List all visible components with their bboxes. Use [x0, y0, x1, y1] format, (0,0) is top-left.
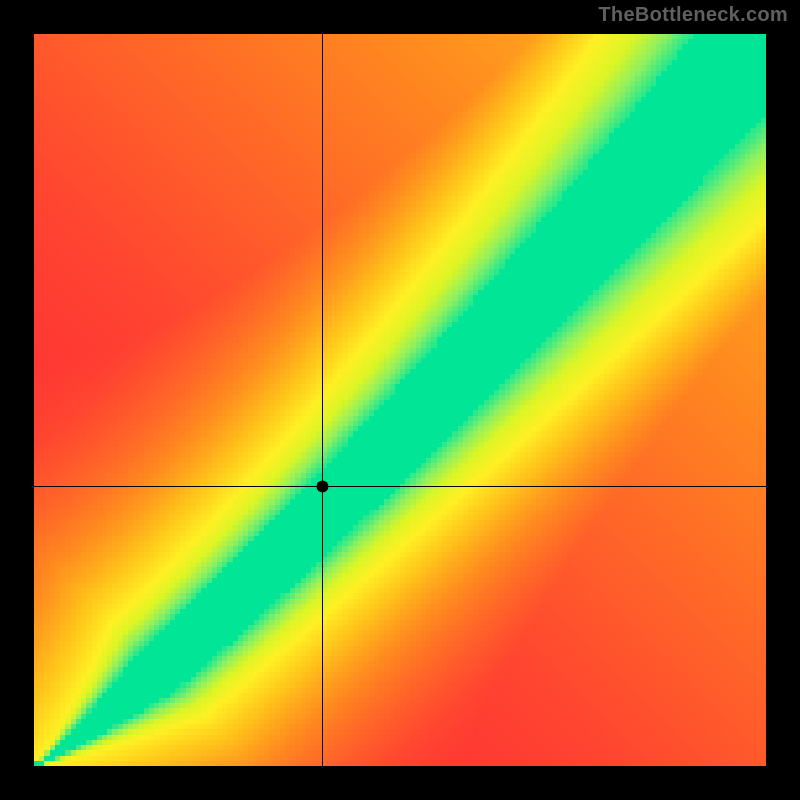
chart-frame: TheBottleneck.com	[0, 0, 800, 800]
crosshair-overlay	[34, 34, 766, 766]
watermark-text: TheBottleneck.com	[598, 4, 788, 27]
